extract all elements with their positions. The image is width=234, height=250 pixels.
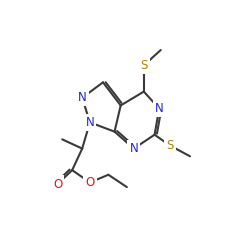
Text: O: O: [85, 176, 95, 189]
Text: S: S: [166, 139, 174, 152]
Text: N: N: [129, 142, 138, 155]
Text: N: N: [78, 91, 87, 104]
Text: O: O: [53, 178, 62, 190]
Text: N: N: [85, 116, 94, 129]
Text: S: S: [140, 59, 147, 72]
Text: N: N: [155, 102, 164, 115]
